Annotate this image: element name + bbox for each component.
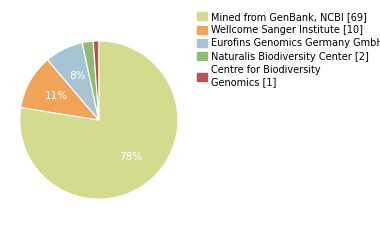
Text: 78%: 78% (119, 152, 142, 162)
Wedge shape (48, 43, 99, 120)
Wedge shape (82, 41, 99, 120)
Legend: Mined from GenBank, NCBI [69], Wellcome Sanger Institute [10], Eurofins Genomics: Mined from GenBank, NCBI [69], Wellcome … (195, 10, 380, 89)
Text: 8%: 8% (69, 71, 86, 81)
Wedge shape (93, 41, 99, 120)
Text: 11%: 11% (44, 91, 68, 101)
Wedge shape (20, 41, 178, 199)
Wedge shape (21, 60, 99, 120)
